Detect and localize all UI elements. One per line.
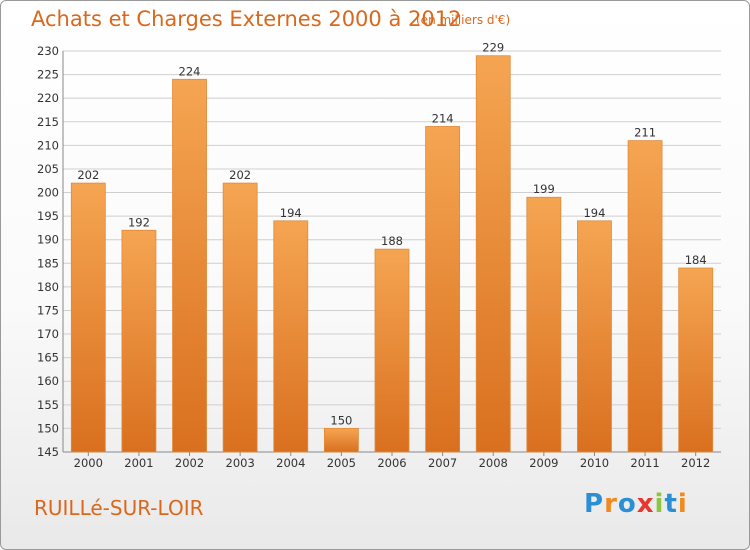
data-label-2007: 214 xyxy=(432,111,454,125)
data-label-2006: 188 xyxy=(381,234,403,248)
data-label-2012: 184 xyxy=(685,253,707,267)
x-tick-label-2008: 2008 xyxy=(479,456,508,470)
bar-2009 xyxy=(526,196,562,453)
y-tick-label: 190 xyxy=(37,233,59,247)
x-tick-label-2010: 2010 xyxy=(580,456,609,470)
x-tick-label-2007: 2007 xyxy=(428,456,457,470)
x-tick-label-2003: 2003 xyxy=(226,456,255,470)
y-tick-label: 230 xyxy=(37,44,59,58)
y-tick-label: 205 xyxy=(37,162,59,176)
data-label-2000: 202 xyxy=(77,168,99,182)
data-label-2002: 224 xyxy=(179,64,201,78)
y-tick-label: 215 xyxy=(37,115,59,129)
x-tick-label-2002: 2002 xyxy=(175,456,204,470)
data-label-2004: 194 xyxy=(280,206,302,220)
data-label-2011: 211 xyxy=(634,126,656,140)
proxiti-logo[interactable]: Proxiti xyxy=(584,489,688,519)
bar-2011 xyxy=(627,140,663,453)
bar-2007 xyxy=(425,126,461,453)
bar-2005 xyxy=(323,428,359,453)
y-tick-label: 160 xyxy=(37,374,59,388)
bar-2010 xyxy=(577,220,612,453)
y-tick-label: 185 xyxy=(37,256,59,270)
chart-title: Achats et Charges Externes 2000 à 2012 xyxy=(31,7,462,31)
labels: 202 2000 192 2001 224 2002 202 2003 194 2004 150 20… xyxy=(74,41,711,470)
y-tick-label: 195 xyxy=(37,209,59,223)
x-tick-label-2012: 2012 xyxy=(681,456,710,470)
bar-2001 xyxy=(121,229,157,453)
bar-2003 xyxy=(222,182,258,453)
y-tick-label: 220 xyxy=(37,91,59,105)
chart-unit: (en milliers d'€) xyxy=(416,13,511,27)
data-label-2009: 199 xyxy=(533,182,555,196)
x-tick-label-2009: 2009 xyxy=(529,456,558,470)
x-tick-label-2001: 2001 xyxy=(124,456,153,470)
bar-2000 xyxy=(70,182,106,453)
data-label-2010: 194 xyxy=(583,206,605,220)
bar-2012 xyxy=(678,267,714,453)
data-label-2005: 150 xyxy=(330,413,352,427)
y-tick-label: 170 xyxy=(37,327,59,341)
y-tick-label: 150 xyxy=(37,421,59,435)
data-label-2001: 192 xyxy=(128,215,150,229)
y-tick-label: 210 xyxy=(37,138,59,152)
y-tick-label: 155 xyxy=(37,398,59,412)
bar-2002 xyxy=(172,78,207,453)
data-label-2008: 229 xyxy=(482,41,504,55)
bars xyxy=(70,55,714,453)
location-name: RUILLé-SUR-LOIR xyxy=(34,496,204,520)
data-label-2003: 202 xyxy=(229,168,251,182)
y-tick-label: 225 xyxy=(37,68,59,82)
x-tick-label-2005: 2005 xyxy=(327,456,356,470)
x-tick-label-2000: 2000 xyxy=(74,456,103,470)
x-tick-label-2011: 2011 xyxy=(630,456,659,470)
y-tick-label: 175 xyxy=(37,303,59,317)
bar-2008 xyxy=(475,55,511,453)
y-tick-label: 180 xyxy=(37,280,59,294)
bar-2004 xyxy=(273,220,309,453)
axes: 145 150 155 160 165 170 175 180 185 190 195 200 205 2… xyxy=(37,44,721,459)
y-tick-label: 165 xyxy=(37,351,59,365)
y-tick-label: 200 xyxy=(37,186,59,200)
x-tick-label-2006: 2006 xyxy=(377,456,406,470)
bar-2006 xyxy=(374,248,410,453)
y-tick-label: 145 xyxy=(37,445,59,459)
x-tick-label-2004: 2004 xyxy=(276,456,305,470)
